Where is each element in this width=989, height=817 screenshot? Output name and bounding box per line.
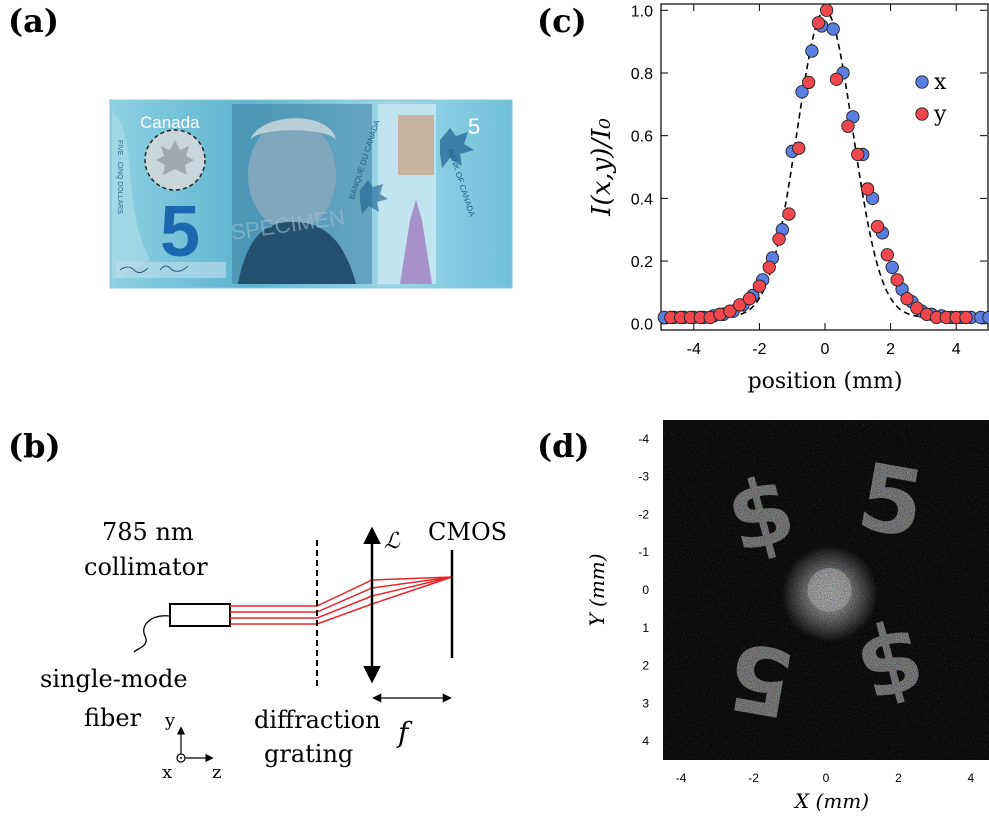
data-point-y	[880, 248, 894, 262]
banknote-country: Canada	[140, 113, 200, 132]
data-point-y	[752, 279, 767, 293]
data-point-x	[885, 260, 899, 274]
coordinate-axes	[176, 726, 214, 763]
data-point-y	[801, 75, 816, 90]
chart-d-ytick-label: -4	[638, 432, 649, 446]
data-point-y	[959, 310, 973, 325]
collimator-label-line1: 785 nm	[102, 518, 194, 546]
data-point-x	[805, 44, 819, 58]
axis-y-label: y	[164, 710, 176, 731]
data-point-y	[829, 72, 844, 86]
chart-c-frame	[660, 3, 989, 331]
panel-label-b: (b)	[8, 427, 61, 465]
chart-c-ytick-label: 0.8	[631, 66, 653, 83]
legend-marker-x	[915, 75, 929, 89]
portrait-body	[238, 222, 356, 284]
data-point-x	[826, 22, 840, 36]
chart-c-ytick-label: 1.0	[631, 3, 653, 20]
chart-c-xtick-label: 4	[952, 341, 961, 358]
data-point-y	[819, 3, 834, 17]
chart-d-ytick-label: -1	[638, 545, 649, 559]
collimator-box	[169, 603, 231, 627]
chart-d-xtick-label: 2	[895, 771, 902, 785]
data-point-y	[870, 219, 885, 234]
chart-d-ylabel: Y (mm)	[585, 553, 609, 626]
panel-label-c: (c)	[537, 2, 587, 40]
profile-chart: -4 -2 0 2 4 0.0 0.2 0.4 0.6 0.8 1.0 xy position (m…	[587, 3, 989, 394]
fiber-label-line1: single-mode	[40, 665, 188, 693]
chart-d-xtick-label: 4	[968, 771, 975, 785]
legend-marker-y	[915, 107, 929, 121]
data-point-y	[851, 147, 865, 162]
chart-c-xtick-label: -4	[687, 341, 701, 358]
chart-d-ytick-label: 2	[642, 659, 649, 673]
chart-d-xlabel: X (mm)	[793, 789, 869, 813]
setup-diagram: 785 nm collimator single-mode fiber diff…	[40, 518, 507, 783]
data-point-y	[792, 141, 806, 155]
grating-label-line2: grating	[264, 740, 353, 768]
chart-d-ytick-label: 0	[642, 583, 649, 597]
data-point-y	[811, 16, 826, 30]
chart-d-xtick-label: 0	[823, 771, 830, 785]
chart-d-ytick-label: 3	[642, 696, 649, 710]
chart-c-ytick-label: 0.0	[631, 317, 653, 334]
data-point-y	[900, 292, 914, 306]
banknote-words: FIVE · CINQ DOLLARS	[116, 140, 123, 214]
data-point-y	[910, 301, 924, 315]
axis-x-label: x	[162, 762, 172, 783]
chart-d-xtick-label: -4	[676, 771, 687, 785]
fiber-cable	[133, 615, 171, 653]
laser-beams	[230, 576, 453, 625]
chart-c-ytick-label: 0.2	[631, 254, 653, 271]
axis-z-label: z	[212, 762, 221, 783]
data-point-y	[723, 304, 737, 318]
chart-c-xtick-label: -2	[752, 341, 766, 358]
chart-c-xlabel: position (mm)	[748, 369, 903, 394]
banknote: Canada 5 5 BANQUE DU CANADA BANK OF CANA…	[109, 99, 513, 289]
banknote-denomination-small: 5	[468, 114, 480, 139]
data-point-y	[772, 232, 786, 246]
panel-label-a: (a)	[8, 2, 60, 40]
chart-c-ytick-label: 0.4	[631, 191, 653, 208]
data-point-y	[841, 119, 855, 133]
legend-label-y: y	[933, 102, 947, 127]
data-point-y	[733, 298, 747, 312]
data-point-y	[782, 207, 796, 221]
data-point-y	[742, 292, 757, 306]
chart-c-ytick-label: 0.6	[631, 129, 653, 146]
chart-d-ytick-label: 1	[642, 621, 649, 635]
grating-label-line1: diffraction	[254, 706, 381, 734]
hologram-portrait	[398, 115, 434, 175]
data-point-y	[890, 273, 904, 287]
chart-c-xtick-label: 2	[886, 341, 895, 358]
chart-d-ytick-label: -2	[638, 507, 649, 521]
panel-label-d: (d)	[537, 427, 590, 465]
cmos-label: CMOS	[428, 518, 507, 546]
hologram-tower	[400, 200, 432, 284]
chart-c-xtick-label: 0	[821, 341, 830, 358]
gaussian-fit-line	[661, 9, 989, 319]
maple-leaf-icon	[156, 140, 194, 175]
data-point-y	[762, 260, 776, 274]
lens-label: ℒ	[384, 529, 401, 554]
data-point-y	[860, 182, 875, 196]
portrait-face	[248, 119, 336, 231]
chart-d-xtick-label: -2	[748, 771, 759, 785]
chart-d-ytick-label: 4	[642, 734, 649, 748]
collimator-label-line2: collimator	[84, 553, 208, 581]
banknote-denomination-large: 5	[160, 192, 200, 272]
data-point-x	[795, 85, 809, 99]
chart-c-ylabel: I(x,y)/I₀	[587, 118, 617, 217]
focal-label: f	[396, 716, 413, 749]
legend-label-x: x	[934, 70, 947, 95]
chart-d-ytick-label: -3	[638, 470, 649, 484]
fiber-label-line2: fiber	[84, 704, 142, 732]
